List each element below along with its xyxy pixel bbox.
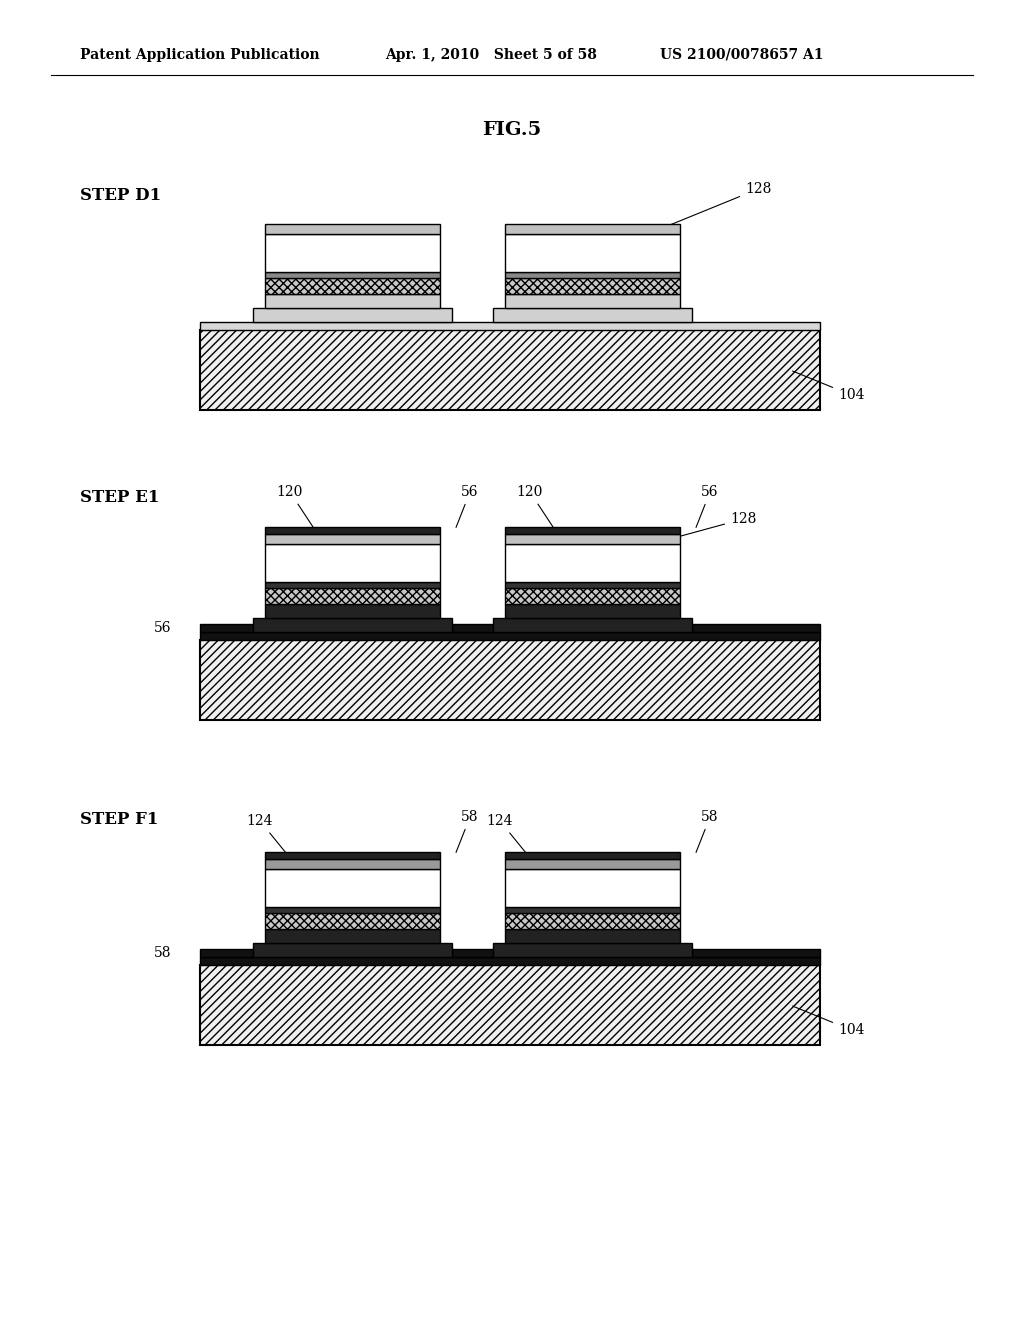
Bar	[505, 535, 680, 544]
Bar	[505, 587, 680, 605]
Text: US 2100/0078657 A1: US 2100/0078657 A1	[660, 48, 823, 62]
Text: 58: 58	[155, 946, 172, 960]
Bar	[265, 605, 440, 618]
Text: 104: 104	[793, 371, 864, 403]
Bar	[200, 624, 253, 632]
Bar	[200, 632, 820, 640]
Bar	[265, 587, 440, 605]
Bar	[452, 949, 493, 957]
Bar	[265, 535, 440, 544]
Bar	[265, 582, 440, 587]
Bar	[265, 527, 440, 535]
Bar	[505, 544, 680, 582]
Bar	[200, 957, 820, 965]
Bar	[505, 527, 680, 535]
Bar	[452, 624, 493, 632]
Bar	[692, 949, 820, 957]
Text: 124: 124	[247, 814, 293, 862]
Bar	[265, 859, 440, 869]
Bar	[200, 949, 253, 957]
Bar	[200, 322, 820, 330]
Bar	[253, 942, 452, 957]
Text: 104: 104	[793, 1006, 864, 1038]
Bar	[265, 851, 440, 859]
Bar	[200, 330, 820, 411]
Bar	[265, 907, 440, 913]
Text: Patent Application Publication: Patent Application Publication	[80, 48, 319, 62]
Bar	[265, 234, 440, 272]
Bar	[505, 859, 680, 869]
Text: 56: 56	[456, 484, 479, 528]
Bar	[493, 618, 692, 632]
Bar	[505, 913, 680, 929]
Text: 124: 124	[486, 814, 534, 862]
Bar	[265, 869, 440, 907]
Bar	[505, 234, 680, 272]
Bar	[253, 618, 452, 632]
Bar	[265, 272, 440, 279]
Bar	[253, 308, 452, 322]
Text: 120: 120	[276, 484, 313, 528]
Bar	[505, 279, 680, 294]
Bar	[200, 640, 820, 719]
Bar	[265, 294, 440, 308]
Bar	[505, 869, 680, 907]
Bar	[505, 224, 680, 234]
Bar	[265, 929, 440, 942]
Text: 58: 58	[456, 810, 479, 853]
Text: Apr. 1, 2010   Sheet 5 of 58: Apr. 1, 2010 Sheet 5 of 58	[385, 48, 597, 62]
Text: STEP D1: STEP D1	[80, 186, 161, 203]
Text: 120: 120	[517, 484, 554, 528]
Bar	[505, 582, 680, 587]
Text: STEP F1: STEP F1	[80, 812, 159, 829]
Bar	[265, 279, 440, 294]
Bar	[493, 942, 692, 957]
Text: 128: 128	[673, 512, 757, 539]
Bar	[265, 544, 440, 582]
Bar	[505, 851, 680, 859]
Bar	[692, 624, 820, 632]
Bar	[505, 929, 680, 942]
Text: 128: 128	[663, 182, 771, 228]
Bar	[493, 308, 692, 322]
Text: 58: 58	[696, 810, 719, 853]
Bar	[505, 272, 680, 279]
Text: 56: 56	[155, 620, 172, 635]
Bar	[265, 224, 440, 234]
Text: STEP E1: STEP E1	[80, 490, 160, 507]
Bar	[505, 907, 680, 913]
Bar	[200, 965, 820, 1045]
Text: 56: 56	[696, 484, 719, 528]
Bar	[265, 913, 440, 929]
Bar	[505, 294, 680, 308]
Text: FIG.5: FIG.5	[482, 121, 542, 139]
Bar	[505, 605, 680, 618]
